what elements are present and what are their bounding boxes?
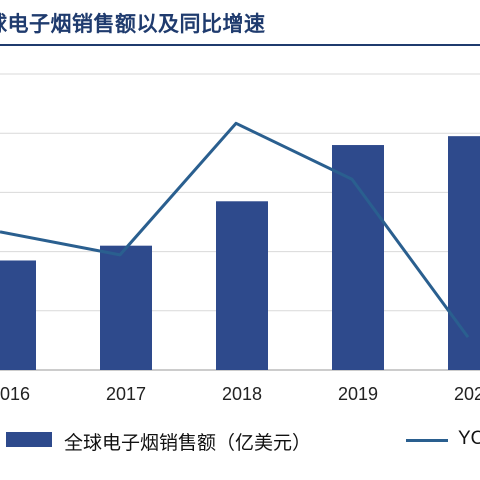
legend-bar-label: 全球电子烟销售额（亿美元） [64, 432, 312, 454]
bar-2018 [216, 201, 268, 370]
chart-title: 球电子烟销售额以及同比增速 [0, 11, 266, 36]
legend: 全球电子烟销售额（亿美元） YO [0, 426, 480, 456]
bar-2020 [448, 136, 480, 370]
title-divider [0, 44, 480, 46]
x-tick-label: 2020 [454, 384, 480, 404]
legend-line-swatch [406, 439, 448, 442]
bar-2017 [100, 245, 152, 370]
x-tick-label: 2017 [106, 384, 146, 404]
x-tick-label: 2016 [0, 384, 30, 404]
x-tick-label: 2018 [222, 384, 262, 404]
legend-bar-swatch [6, 432, 52, 447]
x-tick-label: 2019 [338, 384, 378, 404]
bar-2019 [332, 145, 384, 370]
bar-2016 [0, 260, 36, 370]
legend-line-label: YO [458, 428, 480, 449]
